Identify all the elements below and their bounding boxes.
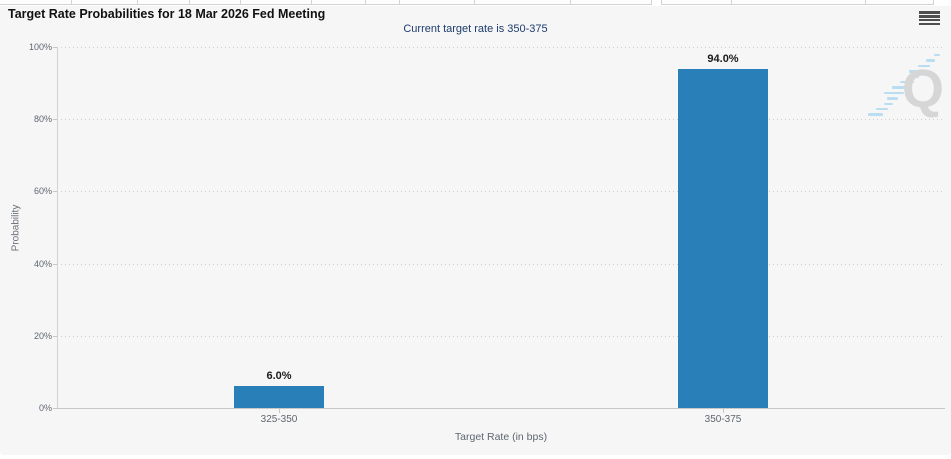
gridline — [57, 263, 945, 265]
tab-strip — [0, 0, 934, 6]
y-axis-tick-label: 60% — [33, 186, 52, 197]
gridline — [57, 119, 945, 121]
watermark-dash — [925, 59, 935, 62]
quikstrike-watermark: Q — [858, 54, 946, 126]
x-axis-tick-label: 350-375 — [704, 414, 742, 425]
y-axis-tick-label: 80% — [33, 114, 52, 125]
tab-cell[interactable] — [570, 0, 652, 5]
watermark-dash — [909, 70, 925, 73]
watermark-dash — [887, 97, 899, 100]
x-axis-tick — [279, 409, 280, 413]
gridline — [57, 408, 945, 409]
tab-strip-gap — [652, 0, 662, 6]
chart-title: Target Rate Probabilities for 18 Mar 202… — [8, 7, 326, 21]
watermark-dash — [908, 75, 920, 78]
watermark-slash-dashes — [858, 54, 946, 126]
chart-menu-button[interactable] — [916, 9, 942, 29]
y-axis-tick-label: 40% — [33, 258, 52, 269]
watermark-dash — [917, 64, 930, 68]
x-axis-title: Target Rate (in bps) — [454, 431, 548, 443]
bar-value-label: 6.0% — [266, 370, 292, 383]
y-axis-tick-label: 20% — [33, 330, 52, 341]
watermark-dash — [934, 54, 940, 57]
bar[interactable] — [234, 386, 324, 408]
watermark-dash — [867, 113, 883, 116]
watermark-dash — [883, 91, 904, 95]
y-axis-tick — [53, 119, 57, 121]
y-axis-line — [57, 47, 58, 408]
x-axis-tick — [723, 409, 724, 413]
y-axis-tick — [53, 191, 57, 193]
y-axis-tick — [53, 408, 57, 409]
y-axis-tick — [53, 335, 57, 337]
hamburger-menu-icon — [918, 11, 940, 26]
chart-subtitle: Current target rate is 350-375 — [403, 23, 548, 35]
watermark-dash — [891, 86, 909, 89]
y-axis-tick-label: 0% — [38, 403, 52, 413]
y-axis-tick — [53, 263, 57, 265]
y-axis-tick-label: 100% — [28, 42, 52, 52]
watermark-q-letter: Q — [901, 59, 944, 119]
gridline — [57, 47, 945, 48]
x-axis-tick-label: 325-350 — [260, 414, 298, 425]
watermark-dash — [876, 108, 888, 111]
tab-cell[interactable] — [865, 0, 934, 5]
bar-value-label: 94.0% — [707, 52, 739, 65]
gridline — [57, 335, 945, 337]
bar[interactable] — [678, 68, 768, 408]
watermark-dash — [900, 81, 914, 84]
y-axis-tick — [53, 47, 57, 48]
y-axis-title: Probability — [10, 204, 22, 252]
fedwatch-chart-panel: Q — [0, 6, 951, 455]
gridline — [57, 191, 945, 193]
watermark-dash — [884, 102, 894, 105]
